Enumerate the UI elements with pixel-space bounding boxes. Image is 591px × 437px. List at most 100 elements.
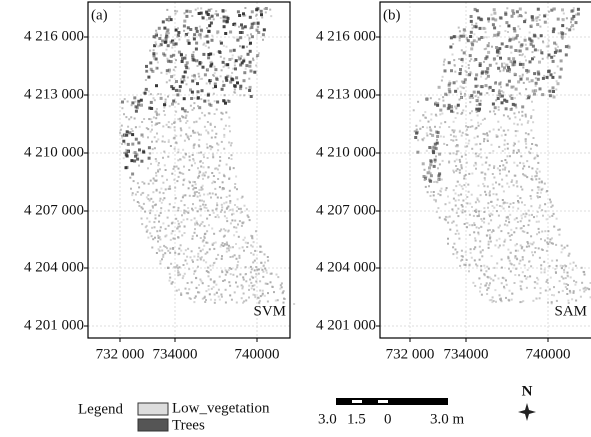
vegetation-pixel [525,213,527,215]
vegetation-pixel [449,46,452,49]
vegetation-pixel [499,165,501,167]
vegetation-pixel [158,27,161,30]
vegetation-pixel [539,171,541,173]
vegetation-pixel [235,268,237,270]
vegetation-pixel [214,13,216,15]
vegetation-pixel [450,69,453,72]
vegetation-pixel [424,111,426,113]
vegetation-pixel [245,87,247,89]
vegetation-pixel [499,238,501,240]
vegetation-pixel [189,159,191,161]
vegetation-pixel [548,90,551,93]
vegetation-pixel [455,205,457,207]
vegetation-pixel [507,31,509,33]
vegetation-pixel [560,31,563,34]
vegetation-pixel [464,95,466,97]
vegetation-pixel [459,72,462,75]
vegetation-pixel [202,185,204,187]
vegetation-pixel [473,39,476,42]
vegetation-pixel [218,50,221,53]
vegetation-pixel [239,94,241,96]
vegetation-pixel [514,274,516,276]
vegetation-pixel [195,42,198,45]
vegetation-pixel [191,281,193,283]
vegetation-pixel [219,230,221,232]
vegetation-pixel [441,113,443,115]
vegetation-pixel [475,127,477,129]
vegetation-pixel [270,15,272,17]
vegetation-pixel [547,282,549,284]
vegetation-pixel [435,114,437,116]
vegetation-pixel [255,281,257,283]
vegetation-pixel [565,53,568,56]
vegetation-pixel [178,223,180,225]
vegetation-pixel [149,61,152,64]
vegetation-pixel [449,153,451,155]
vegetation-pixel [120,129,122,131]
vegetation-pixel [437,131,440,134]
vegetation-pixel [569,263,571,265]
vegetation-pixel [477,122,479,124]
vegetation-pixel [139,126,141,128]
vegetation-pixel [214,299,216,301]
vegetation-pixel [243,300,245,302]
vegetation-pixel [154,136,156,138]
x-tick-label: 732 000 [96,346,145,362]
vegetation-pixel [527,276,529,278]
vegetation-pixel [453,198,455,200]
vegetation-pixel [175,142,177,144]
vegetation-pixel [187,212,189,214]
vegetation-pixel [428,179,431,182]
vegetation-pixel [273,291,275,293]
vegetation-pixel [501,95,504,98]
vegetation-pixel [224,215,226,217]
vegetation-pixel [223,58,225,60]
vegetation-pixel [563,271,565,273]
vegetation-pixel [207,242,209,244]
vegetation-pixel [519,14,522,17]
vegetation-pixel [513,162,515,164]
vegetation-pixel [567,275,569,277]
vegetation-pixel [489,276,491,278]
vegetation-pixel [202,241,204,243]
vegetation-pixel [173,69,175,71]
vegetation-pixel [225,112,227,114]
vegetation-pixel [469,224,471,226]
vegetation-pixel [126,130,129,133]
vegetation-pixel [474,210,476,212]
vegetation-pixel [534,48,537,51]
vegetation-pixel [125,134,128,137]
vegetation-pixel [243,71,246,74]
vegetation-pixel [205,290,207,292]
vegetation-pixel [203,259,205,261]
vegetation-pixel [507,66,510,69]
vegetation-pixel [137,141,140,144]
vegetation-pixel [221,270,223,272]
vegetation-pixel [477,91,480,94]
panel-label: (b) [383,7,401,23]
vegetation-pixel [253,284,255,286]
vegetation-pixel [453,81,456,84]
vegetation-pixel [459,39,461,41]
vegetation-pixel [473,248,475,250]
vegetation-pixel [528,245,530,247]
vegetation-pixel [213,286,215,288]
vegetation-pixel [468,270,470,272]
vegetation-pixel [228,249,230,251]
vegetation-pixel [495,46,498,49]
vegetation-pixel [544,230,546,232]
vegetation-pixel [544,21,547,24]
vegetation-pixel [196,82,199,85]
vegetation-pixel [575,300,577,302]
vegetation-pixel [127,126,129,128]
vegetation-pixel [510,52,512,54]
vegetation-pixel [197,210,199,212]
vegetation-pixel [431,113,433,115]
vegetation-pixel [435,101,437,103]
vegetation-pixel [499,225,501,227]
vegetation-pixel [193,147,195,149]
vegetation-pixel [193,51,195,53]
vegetation-pixel [148,183,150,185]
vegetation-pixel [219,276,221,278]
vegetation-pixel [504,148,506,150]
